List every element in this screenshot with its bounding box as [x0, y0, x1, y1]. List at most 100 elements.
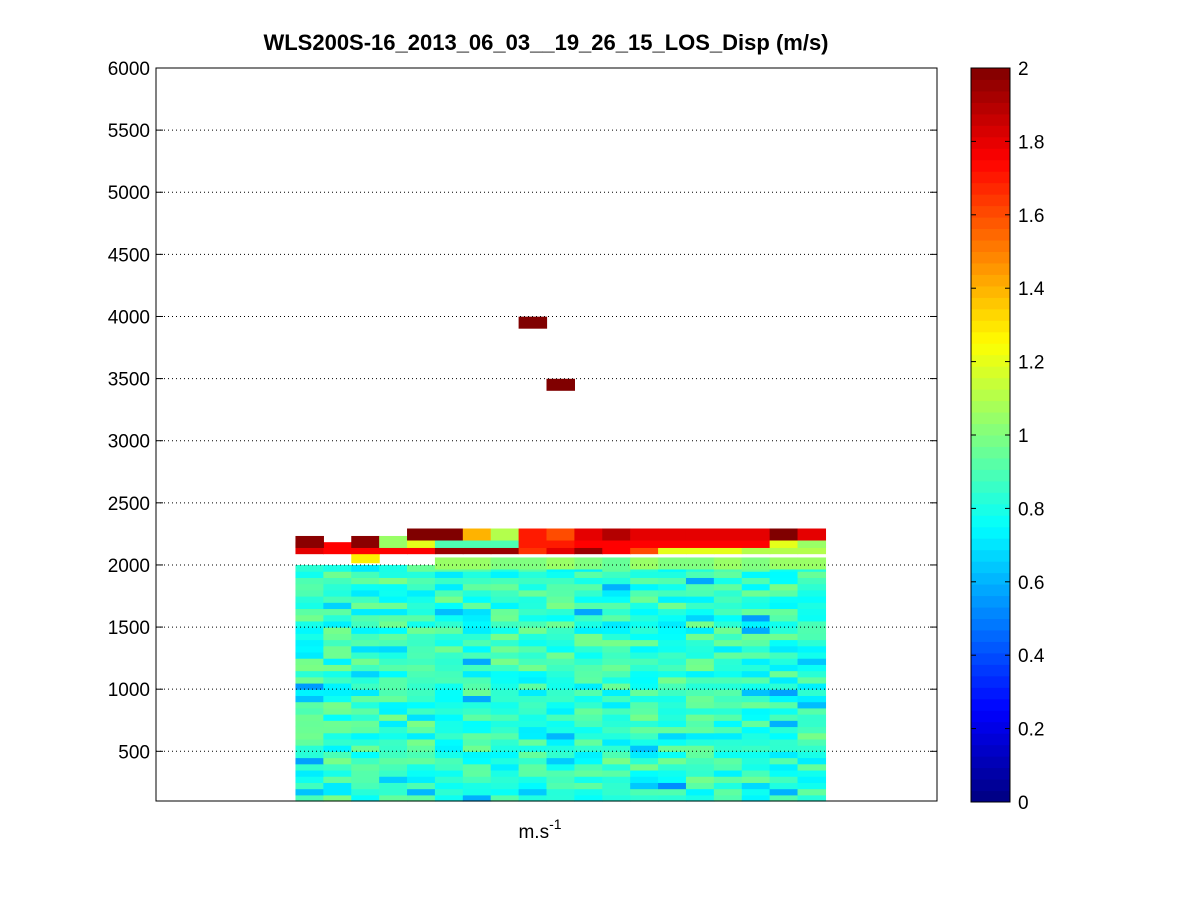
heatmap-cell — [630, 645, 659, 653]
heatmap-cell — [658, 620, 687, 628]
heatmap-cell — [323, 769, 352, 777]
heatmap-cell — [490, 633, 520, 641]
heatmap-cell — [685, 788, 715, 796]
heatmap-cell — [434, 738, 464, 746]
heatmap-cell — [630, 776, 659, 783]
heatmap-cell — [407, 757, 436, 765]
heatmap-cell — [685, 738, 715, 746]
heatmap-cell — [630, 596, 659, 603]
heatmap-cell — [407, 645, 436, 653]
heatmap-cell — [407, 651, 436, 659]
heatmap-cell — [602, 732, 631, 740]
heatmap-cell — [574, 577, 603, 585]
heatmap-cell — [658, 720, 687, 728]
heatmap-cell — [379, 757, 408, 765]
heatmap-cell — [434, 627, 464, 634]
heatmap-cell — [602, 689, 631, 696]
colorbar-tick-label: 2 — [1018, 59, 1029, 80]
heatmap-cell — [630, 689, 659, 696]
heatmap-cell — [797, 769, 827, 777]
heatmap-cell — [769, 645, 799, 653]
colorbar-swatch — [971, 710, 1010, 723]
heatmap-cell — [658, 571, 687, 578]
heatmap-cell — [630, 794, 659, 802]
heatmap-cell — [295, 745, 324, 752]
heatmap-cell — [295, 769, 324, 777]
heatmap-cell — [518, 726, 548, 734]
heatmap-cell — [630, 557, 659, 570]
heatmap-cell — [518, 714, 548, 721]
y-tick-label: 3500 — [108, 370, 150, 391]
heatmap-cell — [713, 620, 743, 628]
heatmap-cell — [462, 763, 492, 771]
heatmap-cell — [379, 651, 408, 659]
heatmap-cell — [490, 720, 520, 728]
heatmap-cell — [518, 608, 548, 616]
heatmap-cell — [602, 596, 631, 603]
heatmap-cell — [685, 620, 715, 628]
heatmap-cell — [518, 658, 548, 665]
heatmap-cell — [685, 763, 715, 771]
heatmap-cell — [379, 707, 408, 715]
colorbar-tick-label: 0.2 — [1018, 720, 1044, 741]
colorbar-swatch — [971, 159, 1010, 172]
heatmap-cell — [434, 602, 464, 610]
heatmap-cell — [685, 707, 715, 715]
heatmap-cell — [741, 633, 771, 641]
heatmap-cell — [658, 577, 687, 585]
colorbar-swatch — [971, 377, 1010, 390]
heatmap-cell — [518, 639, 548, 647]
heatmap-cell — [658, 633, 687, 641]
heatmap-cell — [490, 589, 520, 597]
heatmap-cell — [602, 714, 631, 721]
heatmap-cell — [630, 602, 659, 610]
heatmap-cell — [379, 776, 408, 783]
heatmap-cell — [323, 682, 352, 690]
heatmap-cell — [351, 738, 380, 746]
colorbar-swatch — [971, 779, 1010, 792]
colorbar-swatch — [971, 572, 1010, 585]
heatmap-cell — [490, 682, 520, 690]
heatmap-cell — [630, 577, 659, 585]
heatmap-cell — [713, 596, 743, 603]
heatmap-cell — [351, 732, 380, 740]
heatmap-cell — [351, 707, 380, 715]
heatmap-cell — [713, 528, 743, 541]
heatmap-cell — [379, 695, 408, 703]
heatmap-cell — [434, 633, 464, 641]
x-axis-label: m.s-1 — [518, 816, 561, 843]
heatmap-cell — [769, 627, 799, 634]
heatmap-cell — [602, 557, 631, 570]
heatmap-cell — [323, 658, 352, 665]
heatmap-cell — [351, 695, 380, 703]
heatmap-cell — [407, 732, 436, 740]
heatmap-cell — [462, 769, 492, 777]
heatmap-cell — [546, 664, 575, 672]
heatmap-cell — [295, 614, 324, 622]
heatmap-cell — [518, 682, 548, 690]
heatmap-cell — [769, 751, 799, 759]
colorbar-swatch — [971, 526, 1010, 539]
heatmap-cell — [295, 589, 324, 597]
colorbar-swatch — [971, 148, 1010, 161]
heatmap-cell — [658, 714, 687, 721]
heatmap-cell — [685, 745, 715, 752]
colorbar-swatch — [971, 675, 1010, 688]
heatmap-cell — [379, 745, 408, 752]
heatmap-cell — [769, 714, 799, 721]
heatmap-cell — [685, 608, 715, 616]
heatmap-cell — [546, 633, 575, 641]
heatmap-cell — [713, 769, 743, 777]
heatmap-cell — [797, 738, 827, 746]
heatmap-cell — [351, 670, 380, 678]
heatmap-cell — [351, 602, 380, 610]
heatmap-cell — [379, 620, 408, 628]
heatmap-cell — [574, 528, 603, 541]
heatmap-cell — [797, 577, 827, 585]
heatmap-cell — [546, 701, 575, 709]
colorbar-swatch — [971, 423, 1010, 436]
heatmap-cell — [546, 745, 575, 752]
heatmap-cell — [490, 602, 520, 610]
heatmap-cell — [769, 639, 799, 647]
heatmap-cell — [630, 583, 659, 591]
